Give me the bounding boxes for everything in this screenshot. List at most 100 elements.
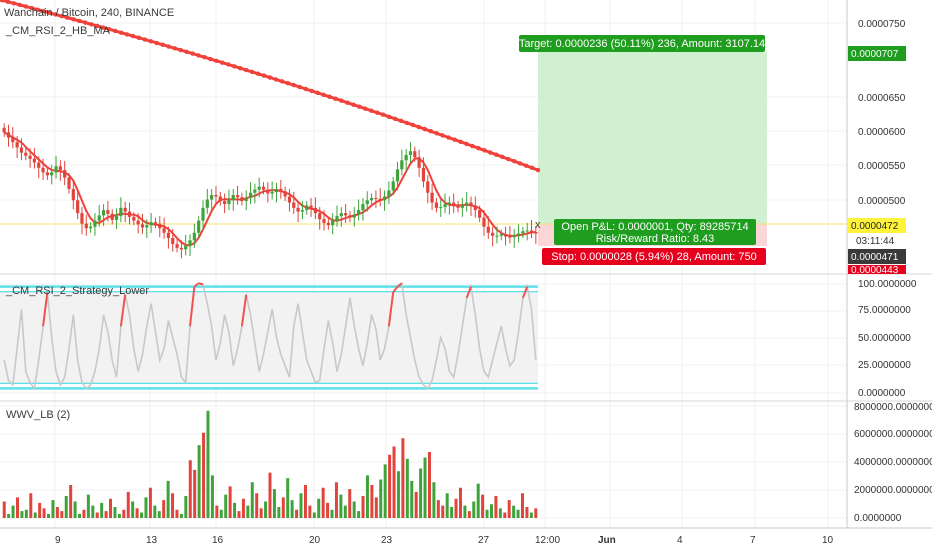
rsi-axis[interactable]: 100.0000000 75.0000000 50.0000000 25.000… [858, 279, 917, 399]
candle-body [352, 214, 356, 218]
candle-body [452, 202, 456, 206]
volume-bar [100, 502, 104, 518]
volume-bar [317, 498, 321, 518]
volume-tick: 6000000.0000000 [854, 429, 932, 440]
volume-pane [2, 410, 538, 518]
volume-bar [73, 501, 77, 518]
candle-body [486, 226, 490, 233]
volume-bar [339, 494, 343, 518]
candle-body [348, 215, 352, 218]
rsi-tick: 50.0000000 [858, 333, 911, 344]
candle-body [101, 210, 106, 216]
long-ma-dot [232, 64, 237, 69]
long-ma-dot [166, 44, 171, 49]
long-ma-dot [476, 145, 481, 151]
candle-body [218, 196, 222, 202]
volume-bar [290, 500, 294, 518]
volume-tick: 0.0000000 [854, 513, 902, 524]
long-ma-dot [446, 135, 451, 140]
candle-body [374, 198, 378, 200]
rsi-tick: 75.0000000 [858, 305, 911, 316]
candle-body [521, 231, 525, 234]
rsi-band-fill [0, 292, 538, 383]
long-ma-dot [309, 88, 314, 94]
candle-body [439, 207, 443, 209]
candle-body [447, 202, 451, 205]
volume-bar [144, 497, 148, 518]
rsi-indicator-title[interactable]: _CM_RSI_2_Strategy_Lower [5, 285, 149, 297]
short-ma-line [3, 131, 536, 247]
volume-bar [175, 509, 179, 518]
long-ma-dot [458, 139, 463, 144]
volume-bar [122, 509, 126, 518]
candle-body [529, 230, 534, 232]
candle-body [45, 172, 49, 176]
long-ma-dot [243, 67, 249, 73]
candle-body [97, 215, 101, 221]
volume-bar [472, 501, 476, 518]
volume-bar [467, 511, 471, 518]
volume-bar [392, 446, 396, 518]
candle-body [387, 190, 391, 197]
volume-bar [171, 493, 175, 518]
candle-body [71, 188, 75, 201]
candle-body [149, 222, 153, 226]
long-ma-dot [428, 129, 433, 134]
long-ma-dot [136, 35, 142, 41]
time-label: 9 [55, 535, 61, 546]
ma-line-layer [0, 0, 541, 247]
volume-bar [264, 501, 268, 518]
long-ma-dot [0, 0, 5, 3]
target-price-text: 0.0000707 [851, 49, 899, 60]
candle-body [473, 205, 477, 211]
volume-bar [525, 507, 529, 518]
volume-bar [153, 505, 157, 518]
volume-bar [383, 464, 387, 518]
candle-body [179, 247, 183, 250]
long-ma-dot [535, 167, 541, 173]
target-zone[interactable] [538, 52, 767, 224]
candle-body [63, 170, 67, 178]
time-axis[interactable]: 9 13 16 20 23 27 12:00 Jun 4 7 10 [55, 535, 834, 546]
long-ma-dot [112, 28, 118, 34]
volume-bar [414, 491, 418, 518]
candle-body [227, 200, 231, 205]
long-ma-dot [142, 37, 148, 42]
candle-body [123, 207, 127, 212]
long-ma-dot [101, 25, 106, 30]
candle-body [140, 224, 145, 228]
candle-body [89, 226, 93, 229]
candle-body [331, 220, 335, 226]
volume-bar [529, 512, 533, 518]
candle-body [404, 154, 408, 161]
ma-indicator-title[interactable]: _CM_RSI_2_HB_MA [5, 25, 111, 37]
candle-body [50, 172, 54, 176]
volume-bar [38, 502, 42, 518]
volume-axis[interactable]: 8000000.0000000 6000000.0000000 4000000.… [854, 402, 932, 524]
candle-body [344, 213, 348, 216]
candle-body [231, 194, 235, 201]
candle-body [300, 210, 305, 212]
candle-body [430, 192, 434, 203]
price-axis[interactable]: 0.0000750 0.0000650 0.0000600 0.0000550 … [858, 19, 906, 207]
candle-body [162, 228, 166, 233]
candle-body [516, 233, 521, 236]
pnl-label: Open P&L: 0.0000001, Qty: 89285714 [561, 221, 748, 233]
symbol-title[interactable]: Wanchain / Bitcoin, 240, BINANCE [4, 7, 174, 19]
volume-bar [361, 496, 365, 518]
candle-body [274, 188, 279, 192]
volume-bar [16, 497, 20, 518]
volume-indicator-title[interactable]: WWV_LB (2) [6, 409, 70, 421]
candle-body [214, 194, 218, 197]
volume-bar [454, 498, 458, 518]
volume-bar [481, 494, 485, 518]
rsi-overbought-segment [193, 282, 200, 288]
long-ma-dot [249, 69, 255, 75]
long-ma-dot [17, 2, 23, 8]
long-ma-dot [59, 13, 64, 19]
volume-bar [321, 487, 325, 518]
candle-body [84, 223, 88, 229]
long-ma-dot [339, 98, 344, 103]
